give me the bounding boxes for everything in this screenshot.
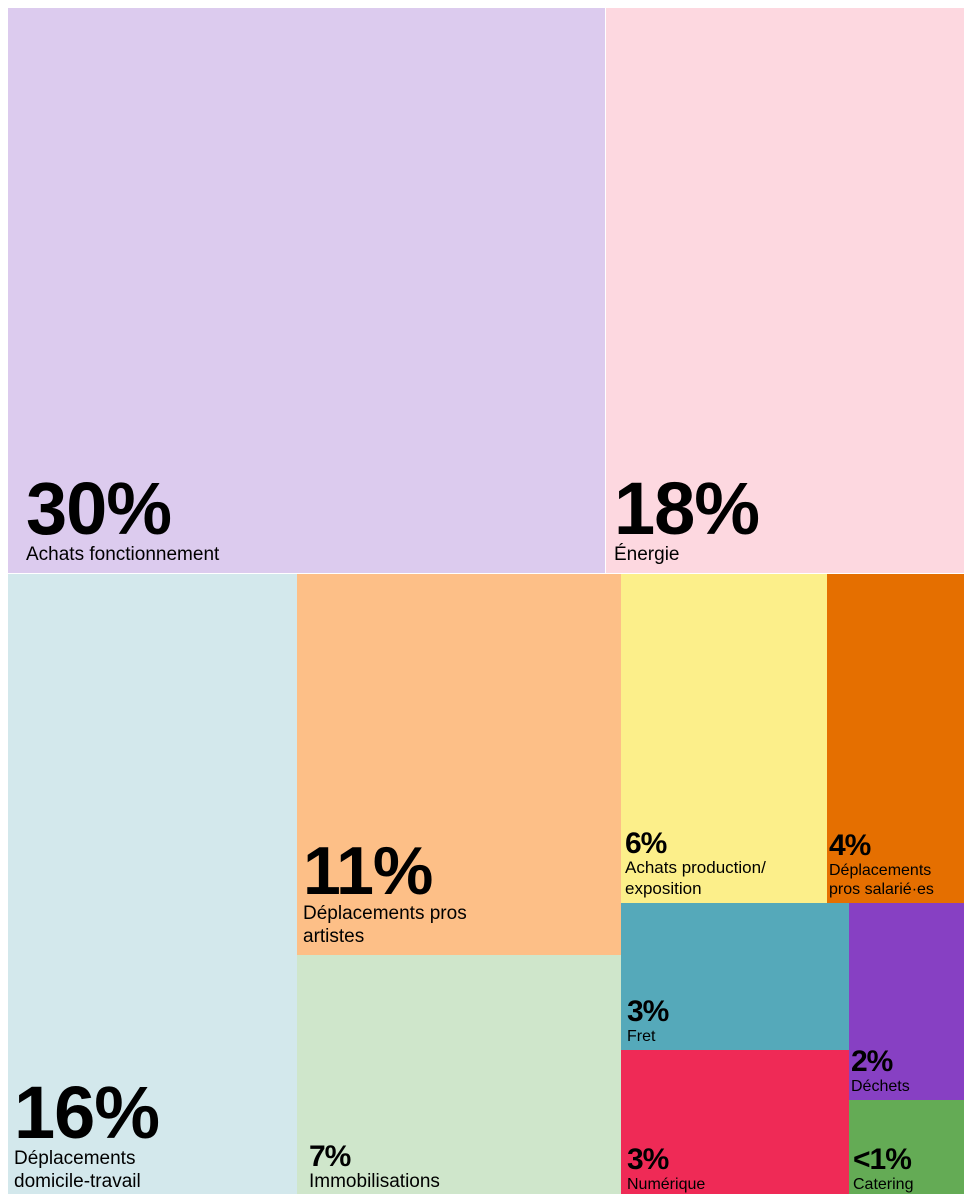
treemap-cell: 30% Achats fonctionnement	[8, 8, 605, 573]
treemap-cell: 2% Déchets	[849, 903, 964, 1100]
category-label: Immobilisations	[309, 1171, 440, 1193]
category-label: Déchets	[851, 1077, 910, 1095]
value-label: 6%	[625, 826, 667, 860]
treemap-cell: 7% Immobilisations	[297, 955, 621, 1194]
category-label: Fret	[627, 1027, 656, 1045]
value-label: 11%	[303, 832, 433, 909]
value-label: 3%	[627, 1143, 669, 1177]
value-label: 7%	[309, 1139, 351, 1173]
category-label: Déplacements domicile-travail	[14, 1148, 141, 1193]
category-label: Catering	[853, 1175, 914, 1193]
value-label: 3%	[627, 995, 669, 1029]
value-label: 18%	[614, 466, 760, 550]
treemap-cell: 11% Déplacements pros artistes	[297, 574, 621, 955]
treemap-cell: 4% Déplacements pros salarié·es	[827, 574, 964, 903]
treemap-cell: <1% Catering	[849, 1100, 964, 1194]
category-label: Achats fonctionnement	[26, 544, 220, 566]
category-label: Déplacements pros salarié·es	[829, 861, 934, 898]
category-label: Numérique	[627, 1175, 706, 1193]
value-label: <1%	[853, 1143, 912, 1177]
value-label: 16%	[14, 1071, 160, 1155]
category-label: Déplacements pros artistes	[303, 903, 467, 948]
treemap-cell: 6% Achats production/ exposition	[621, 574, 827, 903]
value-label: 30%	[26, 466, 172, 550]
value-label: 4%	[829, 829, 871, 863]
value-label: 2%	[851, 1045, 893, 1079]
treemap-cell: 3% Fret	[621, 903, 849, 1050]
category-label: Énergie	[614, 544, 680, 566]
treemap-cell: 3% Numérique	[621, 1050, 849, 1194]
treemap-cell: 16% Déplacements domicile-travail	[8, 574, 297, 1194]
treemap-cell: 18% Énergie	[606, 8, 964, 573]
category-label: Achats production/ exposition	[625, 858, 766, 898]
